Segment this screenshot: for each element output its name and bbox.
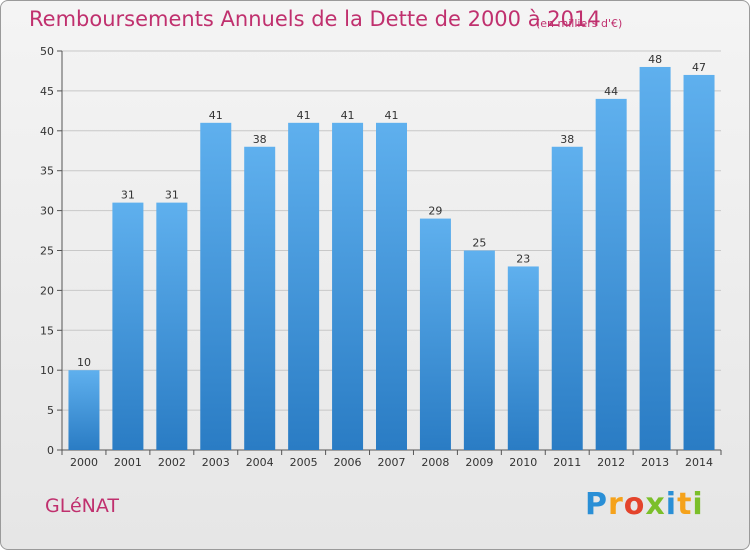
bar bbox=[419, 218, 451, 450]
x-tick-label: 2000 bbox=[70, 456, 98, 469]
commune-name: GLéNAT bbox=[45, 495, 120, 517]
value-label: 31 bbox=[165, 189, 179, 202]
y-tick-label: 30 bbox=[40, 205, 54, 218]
y-tick-label: 5 bbox=[47, 404, 54, 417]
x-tick-label: 2009 bbox=[465, 456, 493, 469]
value-label: 48 bbox=[648, 53, 662, 66]
x-tick-label: 2014 bbox=[685, 456, 713, 469]
logo-letter: x bbox=[645, 487, 666, 522]
value-label: 41 bbox=[341, 109, 355, 122]
value-label: 41 bbox=[385, 109, 399, 122]
x-tick-label: 2002 bbox=[158, 456, 186, 469]
y-tick-label: 20 bbox=[40, 284, 54, 297]
bar bbox=[112, 202, 144, 450]
x-tick-label: 2010 bbox=[509, 456, 537, 469]
x-tick-label: 2004 bbox=[246, 456, 274, 469]
bar bbox=[463, 250, 495, 450]
logo-letter: i bbox=[665, 487, 678, 522]
x-tick-label: 2012 bbox=[597, 456, 625, 469]
bar bbox=[683, 74, 715, 450]
bar bbox=[244, 146, 276, 450]
value-label: 41 bbox=[209, 109, 223, 122]
bar bbox=[376, 122, 407, 450]
value-label: 31 bbox=[121, 189, 135, 202]
value-label: 38 bbox=[560, 133, 574, 146]
value-label: 23 bbox=[516, 252, 530, 265]
proxiti-logo: Proxiti bbox=[585, 487, 704, 522]
value-label: 25 bbox=[472, 237, 486, 250]
logo-letter: r bbox=[608, 487, 624, 522]
y-tick-label: 0 bbox=[47, 444, 54, 457]
y-tick-label: 35 bbox=[40, 165, 54, 178]
value-label: 38 bbox=[253, 133, 267, 146]
x-tick-label: 2007 bbox=[378, 456, 406, 469]
y-tick-label: 45 bbox=[40, 85, 54, 98]
value-label: 41 bbox=[297, 109, 311, 122]
logo-letter: i bbox=[692, 487, 704, 522]
y-tick-label: 40 bbox=[40, 125, 54, 138]
value-label: 44 bbox=[604, 85, 618, 98]
bar bbox=[332, 122, 364, 450]
x-tick-label: 2005 bbox=[290, 456, 318, 469]
x-tick-label: 2003 bbox=[202, 456, 230, 469]
bar bbox=[68, 370, 100, 450]
y-tick-label: 15 bbox=[40, 324, 54, 337]
logo-letter: o bbox=[623, 487, 646, 522]
chart-subtitle: (en milliers d'€) bbox=[536, 17, 623, 30]
logo-letter: t bbox=[677, 487, 693, 522]
y-tick-label: 50 bbox=[40, 45, 54, 58]
bar bbox=[288, 122, 320, 450]
chart-title: Remboursements Annuels de la Dette de 20… bbox=[29, 7, 601, 31]
y-tick-label: 25 bbox=[40, 245, 54, 258]
y-tick-label: 10 bbox=[40, 364, 54, 377]
x-tick-label: 2001 bbox=[114, 456, 142, 469]
value-label: 47 bbox=[692, 61, 706, 74]
bar bbox=[595, 98, 627, 450]
x-tick-label: 2013 bbox=[641, 456, 669, 469]
bar bbox=[156, 202, 188, 450]
bar bbox=[200, 122, 232, 450]
value-label: 29 bbox=[428, 205, 442, 218]
logo-letter: P bbox=[585, 487, 608, 522]
x-tick-label: 2011 bbox=[553, 456, 581, 469]
bar bbox=[551, 146, 583, 450]
value-label: 10 bbox=[77, 356, 91, 369]
bar bbox=[639, 66, 671, 451]
bar bbox=[507, 266, 539, 450]
x-tick-label: 2008 bbox=[421, 456, 449, 469]
x-tick-label: 2006 bbox=[334, 456, 362, 469]
